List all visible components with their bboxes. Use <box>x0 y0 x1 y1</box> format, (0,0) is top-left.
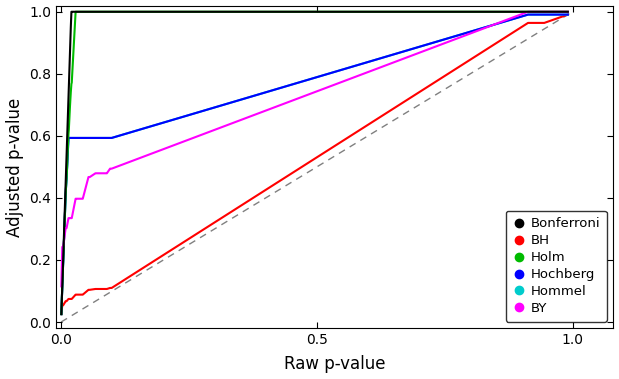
Legend: Bonferroni, BH, Holm, Hochberg, Hommel, BY: Bonferroni, BH, Holm, Hochberg, Hommel, … <box>506 211 607 322</box>
X-axis label: Raw p-value: Raw p-value <box>284 356 386 373</box>
Y-axis label: Adjusted p-value: Adjusted p-value <box>6 97 24 236</box>
